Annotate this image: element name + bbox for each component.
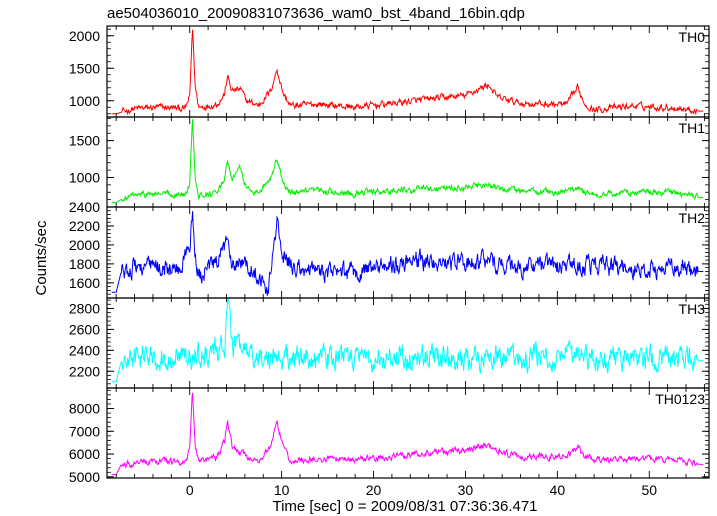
x-tick-label: 30 bbox=[458, 482, 474, 498]
x-tick-label: 20 bbox=[366, 482, 382, 498]
y-tick-label: 7000 bbox=[69, 423, 100, 439]
x-tick-label: 0 bbox=[186, 482, 194, 498]
y-axis-label: Counts/sec bbox=[33, 220, 50, 296]
panel-frame bbox=[106, 387, 710, 479]
panel-label: TH0 bbox=[679, 29, 706, 45]
panel-label: TH3 bbox=[679, 301, 706, 317]
y-tick-label: 1500 bbox=[69, 133, 100, 149]
panel-th0: 1000 1500 2000 TH0 bbox=[69, 25, 710, 118]
series-th3 bbox=[111, 298, 704, 383]
y-tick-label: 2200 bbox=[69, 363, 100, 379]
panel-th1: 1000 1500 TH1 bbox=[69, 116, 710, 208]
y-tick-label: 6000 bbox=[69, 446, 100, 462]
series-th0123 bbox=[111, 392, 704, 476]
x-tick-label: 40 bbox=[550, 482, 566, 498]
y-tick-label: 2600 bbox=[69, 321, 100, 337]
y-tick-label: 1000 bbox=[69, 169, 100, 185]
panels: 1000 1500 2000 TH0 1000 1500 TH1 1600 1800 2000 22… bbox=[69, 25, 710, 498]
y-tick-label: 2800 bbox=[69, 300, 100, 316]
panel-label: TH1 bbox=[679, 120, 706, 136]
panel-frame bbox=[106, 297, 710, 389]
y-tick-label: 2000 bbox=[69, 237, 100, 253]
panel-th2: 1600 1800 2000 2200 2400 TH2 bbox=[69, 199, 710, 299]
x-tick-label: 50 bbox=[641, 482, 657, 498]
y-tick-label: 2000 bbox=[69, 28, 100, 44]
chart-title: ae504036010_20090831073636_wam0_bst_4ban… bbox=[107, 5, 525, 22]
x-tick-label: 10 bbox=[274, 482, 290, 498]
series-th0 bbox=[111, 29, 704, 116]
y-tick-label: 8000 bbox=[69, 401, 100, 417]
y-tick-label: 5000 bbox=[69, 469, 100, 485]
y-tick-label: 2400 bbox=[69, 199, 100, 215]
series-th2 bbox=[111, 211, 704, 296]
panel-frame bbox=[106, 206, 710, 299]
y-tick-label: 1600 bbox=[69, 275, 100, 291]
y-tick-label: 1500 bbox=[69, 60, 100, 76]
panel-label: TH2 bbox=[679, 210, 706, 226]
y-tick-label: 2400 bbox=[69, 342, 100, 358]
panel-th0123: 5000 6000 7000 8000 TH0123 bbox=[69, 387, 710, 485]
y-tick-label: 1000 bbox=[69, 93, 100, 109]
series-th1 bbox=[111, 119, 704, 204]
y-tick-label: 1800 bbox=[69, 256, 100, 272]
panel-label: TH0123 bbox=[655, 391, 705, 407]
y-tick-label: 2200 bbox=[69, 218, 100, 234]
x-axis-label: Time [sec] 0 = 2009/08/31 07:36:36.471 bbox=[272, 498, 537, 515]
panel-th3: 2200 2400 2600 2800 TH3 bbox=[69, 297, 710, 389]
x-tick-labels: 0 10 20 30 40 50 bbox=[186, 482, 657, 498]
